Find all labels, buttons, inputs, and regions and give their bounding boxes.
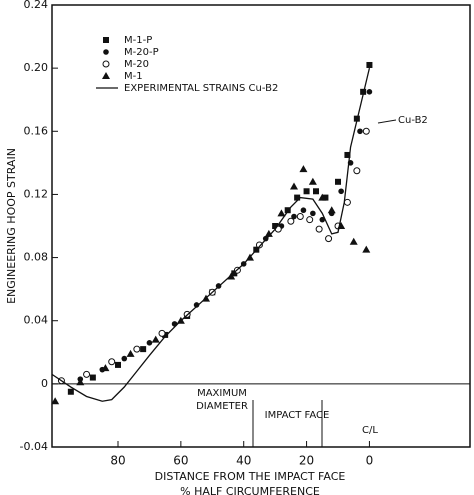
series-line (51, 67, 371, 402)
marker (303, 188, 310, 195)
x-axis-label: DISTANCE FROM THE IMPACT FACE (155, 470, 346, 483)
marker (318, 193, 327, 201)
marker (299, 165, 308, 173)
annotation: Cu-B2 (398, 115, 428, 126)
marker (89, 374, 96, 381)
marker (133, 345, 141, 353)
annotation: IMPACT FACE (265, 410, 330, 421)
marker (76, 378, 85, 386)
marker (362, 127, 370, 135)
marker (349, 237, 358, 245)
marker (67, 388, 74, 395)
marker (338, 188, 344, 195)
marker (325, 235, 333, 243)
annotation: DIAMETER (196, 401, 248, 412)
legend-label: M-1-P (124, 35, 152, 46)
marker (353, 167, 361, 175)
marker (300, 207, 307, 214)
marker (193, 302, 200, 308)
annotation: C/L (362, 425, 378, 436)
marker (335, 178, 341, 185)
marker (272, 223, 279, 229)
marker (313, 188, 319, 195)
marker (315, 225, 323, 233)
y-tick-label: 0.24 (24, 0, 49, 11)
y-tick-label: 0.16 (24, 124, 49, 137)
y-tick-label: 0 (41, 377, 48, 390)
marker (102, 60, 110, 68)
marker (277, 209, 286, 217)
y-tick-label: 0.08 (24, 251, 49, 264)
y-tick-label: 0.20 (24, 61, 49, 74)
marker (308, 177, 317, 185)
y-tick-label: 0.12 (24, 187, 49, 200)
marker (319, 216, 326, 223)
marker (151, 335, 160, 343)
marker (310, 210, 316, 217)
marker (231, 270, 238, 277)
x-tick-label: 0 (366, 454, 374, 468)
x-tick-label: 60 (173, 454, 188, 468)
marker (103, 49, 109, 55)
marker (284, 207, 291, 214)
marker (264, 229, 273, 237)
marker (290, 182, 298, 190)
x-axis-label-line2: % HALF CIRCUMFERENCE (180, 485, 320, 495)
y-axis-label: ENGINEERING HOOP STRAIN (5, 148, 18, 304)
marker (366, 89, 373, 95)
legend-label: M-20 (124, 59, 149, 70)
marker (291, 213, 297, 220)
marker (103, 37, 109, 43)
marker (115, 361, 121, 368)
y-tick-label: 0.04 (24, 314, 49, 327)
y-tick-label: -0.04 (20, 440, 48, 453)
x-tick-label: 20 (299, 454, 314, 468)
marker (121, 355, 128, 362)
marker (108, 358, 116, 366)
marker (362, 245, 371, 253)
marker (51, 397, 60, 405)
x-tick-label: 40 (236, 454, 251, 468)
marker (306, 216, 314, 224)
marker (102, 72, 110, 79)
marker (140, 346, 147, 353)
marker (327, 206, 336, 214)
marker (366, 61, 373, 68)
marker (343, 198, 351, 206)
marker (162, 331, 169, 338)
marker (255, 241, 263, 249)
plot-frame (51, 4, 471, 448)
marker (294, 194, 301, 201)
annotation-line (377, 119, 397, 124)
marker (101, 364, 110, 372)
x-tick-label: 80 (110, 454, 125, 468)
marker (126, 349, 135, 357)
marker (357, 128, 363, 135)
marker (287, 217, 295, 225)
marker (83, 370, 91, 378)
legend-label: M-20-P (124, 47, 159, 58)
marker (146, 340, 153, 346)
legend-label: M-1 (124, 71, 143, 82)
marker (322, 194, 329, 201)
annotation: MAXIMUM (197, 388, 247, 399)
marker (296, 213, 304, 221)
marker (158, 329, 166, 337)
legend-label: EXPERIMENTAL STRAINS Cu-B2 (124, 83, 278, 94)
marker (344, 151, 351, 158)
